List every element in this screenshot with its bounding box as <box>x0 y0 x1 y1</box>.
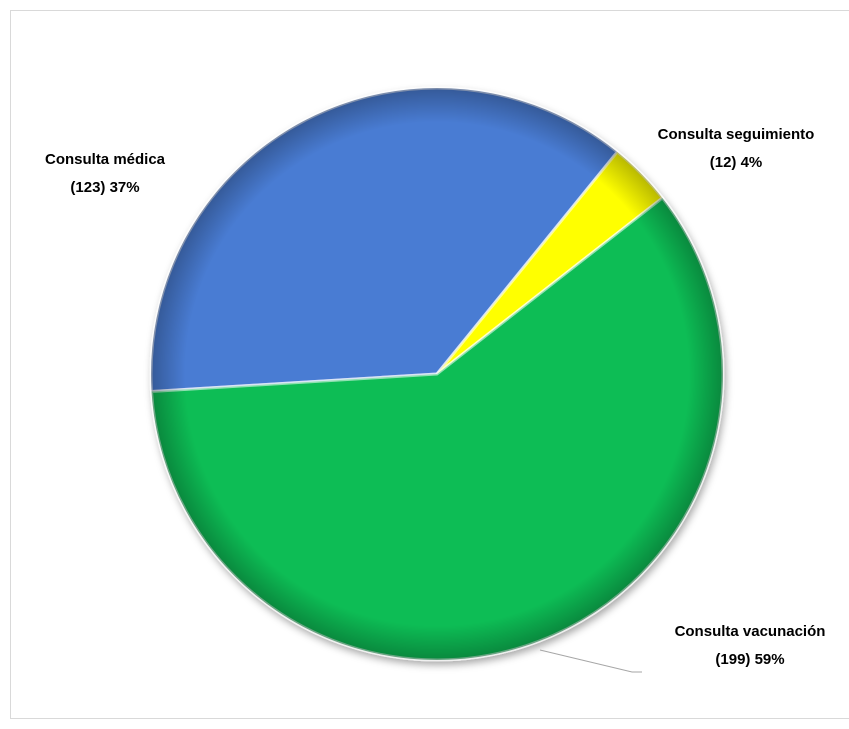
slice-value-label: (199) 59% <box>715 651 784 668</box>
slice-label: Consulta vacunación <box>675 623 826 640</box>
labels: Consulta médica (123) 37% Consulta seguimi… <box>45 126 825 668</box>
chart-frame <box>10 10 849 719</box>
pie <box>149 86 725 662</box>
slice-label: Consulta seguimiento <box>658 126 815 143</box>
slice-value-label: (123) 37% <box>70 179 139 196</box>
slice-label: Consulta médica <box>45 151 166 168</box>
slice-value-label: (12) 4% <box>710 154 763 171</box>
leader-line <box>539 649 642 673</box>
